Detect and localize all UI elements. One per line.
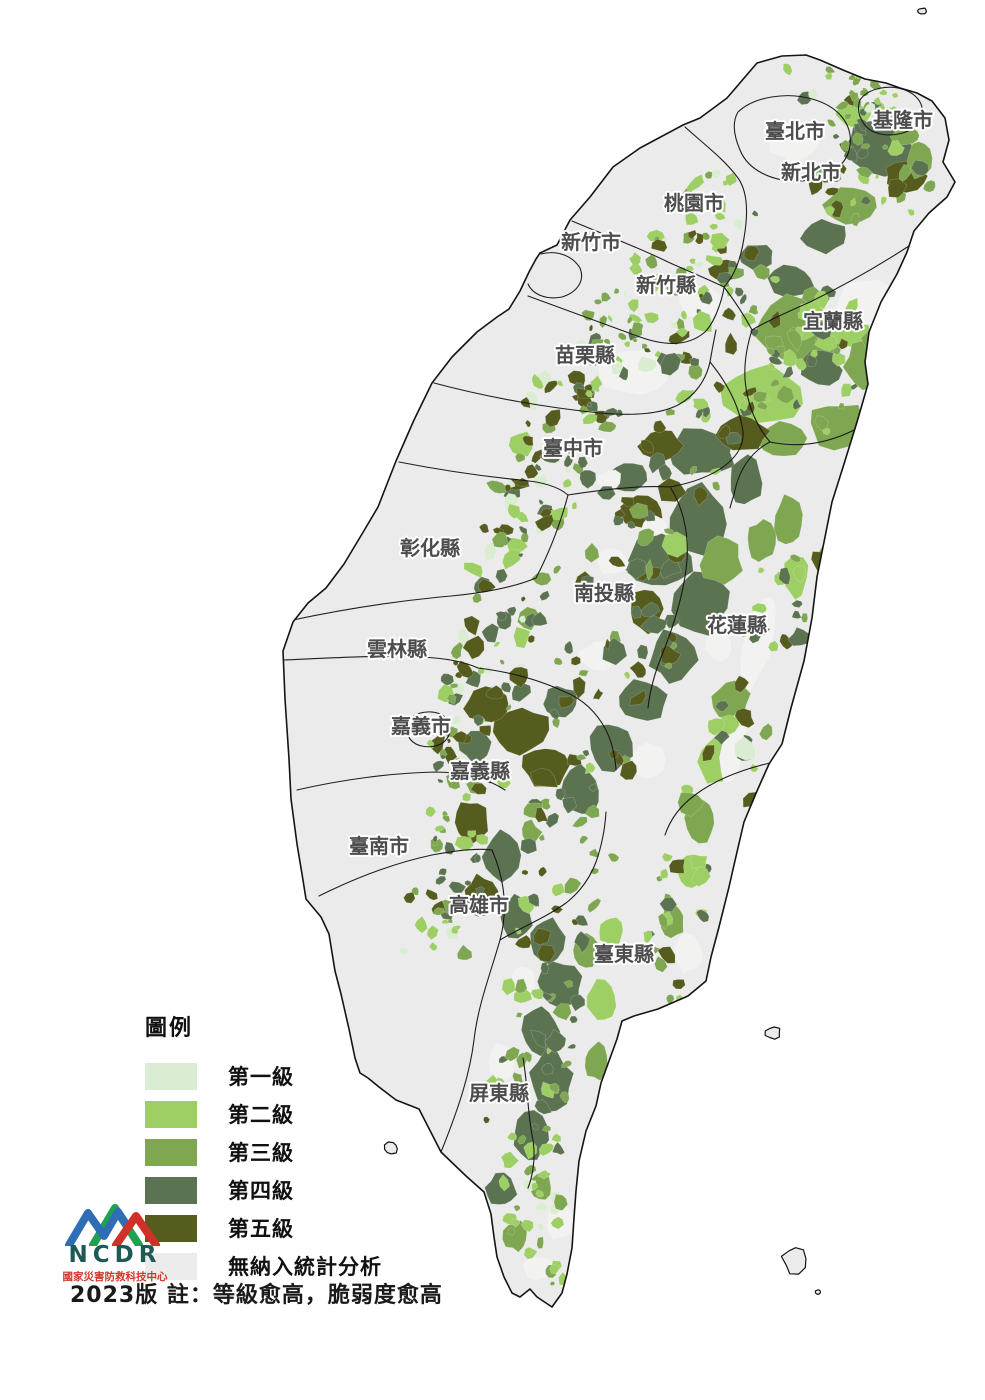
region-label-新北市: 新北市 [781, 160, 841, 184]
legend-label: 第一級 [228, 1065, 294, 1089]
legend-row: 無納入統計分析 [145, 1251, 382, 1281]
ncdr-logo-subtitle: 國家災害防救科技中心 [62, 1271, 168, 1283]
region-label-嘉義市: 嘉義市 [390, 714, 451, 738]
region-label-苗栗縣: 苗栗縣 [555, 343, 615, 367]
region-label-新竹縣: 新竹縣 [636, 273, 696, 297]
region-label-南投縣: 南投縣 [574, 581, 634, 605]
region-label-雲林縣: 雲林縣 [367, 637, 427, 661]
legend-label: 第五級 [228, 1217, 294, 1241]
legend-label: 第三級 [228, 1141, 294, 1165]
legend-row: 第四級 [145, 1175, 382, 1205]
legend-row: 第一級 [145, 1061, 382, 1091]
region-label-宜蘭縣: 宜蘭縣 [803, 309, 863, 333]
region-label-屏東縣: 屏東縣 [469, 1081, 529, 1105]
region-label-臺中市: 臺中市 [543, 436, 603, 460]
ncdr-logo: NCDR 國家災害防救科技中心 [56, 1200, 174, 1284]
ncdr-mountains-icon [65, 1204, 160, 1246]
legend-row: 第三級 [145, 1137, 382, 1167]
legend-swatch [145, 1252, 197, 1280]
region-label-臺東縣: 臺東縣 [594, 942, 654, 966]
legend-rows: 第一級第二級第三級第四級第五級無納入統計分析 [145, 1061, 382, 1281]
legend-row: 第五級 [145, 1213, 382, 1243]
region-label-彰化縣: 彰化縣 [400, 536, 460, 560]
legend-swatch [145, 1176, 197, 1204]
map-legend: 圖例 第一級第二級第三級第四級第五級無納入統計分析 [145, 1010, 382, 1289]
legend-title: 圖例 [145, 1016, 194, 1041]
legend-label: 第四級 [228, 1179, 294, 1203]
region-label-高雄市: 高雄市 [449, 893, 509, 917]
legend-row: 第二級 [145, 1099, 382, 1129]
region-label-臺北市: 臺北市 [765, 119, 825, 143]
region-label-臺南市: 臺南市 [349, 834, 409, 858]
region-label-新竹市: 新竹市 [561, 230, 621, 254]
legend-swatch [145, 1100, 197, 1128]
region-label-嘉義縣: 嘉義縣 [449, 759, 510, 783]
legend-label: 無納入統計分析 [228, 1255, 382, 1279]
legend-swatch [145, 1062, 197, 1090]
legend-label: 第二級 [228, 1103, 294, 1127]
region-label-桃園市: 桃園市 [664, 191, 724, 215]
region-label-基隆市: 基隆市 [873, 108, 933, 132]
ncdr-logo-text: NCDR [68, 1242, 162, 1268]
legend-swatch [145, 1138, 197, 1166]
version-note: 2023版 註：等級愈高，脆弱度愈高 [70, 1283, 443, 1308]
region-label-花蓮縣: 花蓮縣 [707, 613, 767, 637]
